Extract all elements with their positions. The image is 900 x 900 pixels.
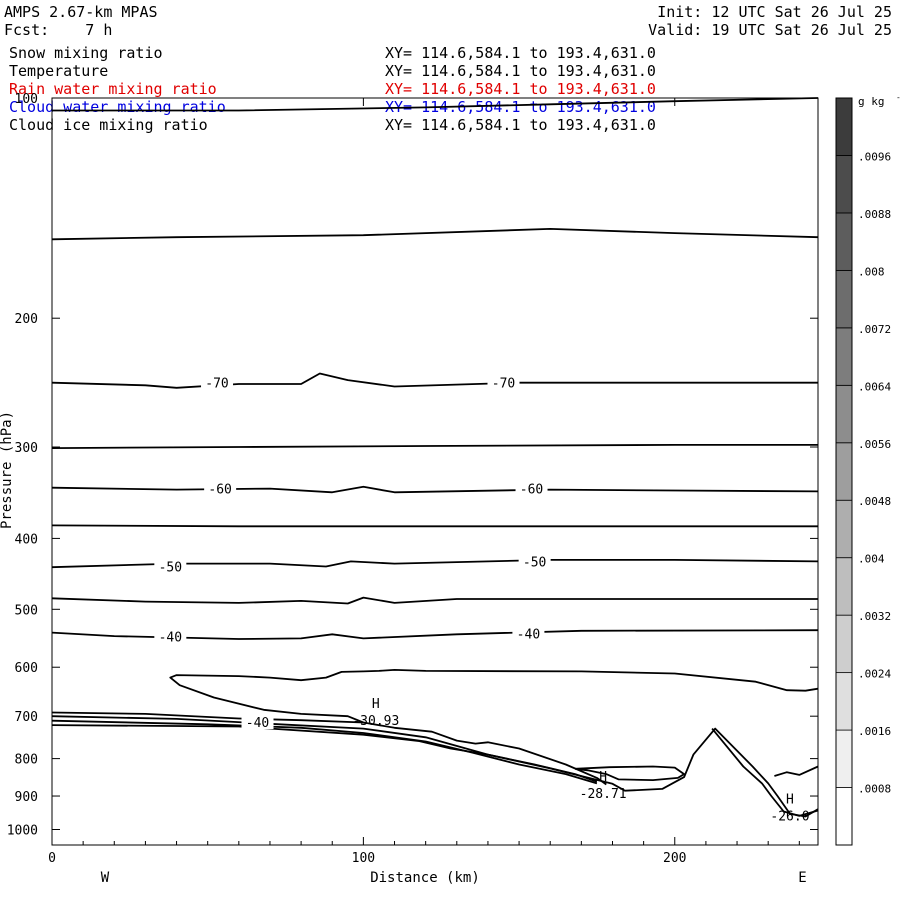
colorbar-segment [835,787,853,846]
x-end-label-east: E [798,870,806,886]
isotherm-line [51,524,818,528]
init-time: Init: 12 UTC Sat 26 Jul 25 [657,3,892,21]
y-tick-label: 100 [15,92,38,107]
extremum-value: -28.71 [580,787,627,802]
isotherm-label-bg [204,481,237,496]
y-tick-label: 1000 [7,824,38,839]
isotherm-label: -40 [159,631,182,646]
colorbar-tick-label: .0072 [858,323,891,336]
plot-frame [51,97,819,846]
y-tick-label: 800 [15,753,38,768]
isotherm-line [51,559,819,569]
colorbar-tick-label: .008 [858,265,885,278]
x-axis-label: Distance (km) [370,870,480,886]
field-name: Temperature [9,62,109,80]
colorbar-segment [835,327,853,386]
colorbar-tick-label: .0008 [858,783,891,796]
y-axis-label: Pressure (hPa) [0,411,15,529]
isotherm-line [51,596,818,605]
isotherm-label-bg [201,375,234,390]
isotherm-line [51,724,819,818]
y-tick-label: 400 [15,532,38,547]
field-name: Cloud ice mixing ratio [9,116,208,134]
isotherm-line [52,97,819,112]
colorbar-segment [835,212,853,271]
isotherm-label-bg [154,629,187,644]
y-tick-label: 700 [15,710,38,725]
x-tick-label: 100 [352,851,375,866]
isotherm-line [51,485,819,494]
isotherm-label-bg [241,715,274,730]
x-tick-label: 200 [663,851,686,866]
forecast-hour: Fcst: 7 h [4,21,113,39]
isotherm-line [169,669,819,724]
colorbar-tick-label: .0032 [858,610,891,623]
valid-time: Valid: 19 UTC Sat 26 Jul 25 [648,21,892,39]
isotherm-label-bg [518,554,551,569]
x-end-label-west: W [101,870,110,886]
isotherm-line [774,765,819,777]
extremum-mark: H [786,793,794,808]
x-tick-label: 0 [48,851,56,866]
field-xy-range: XY= 114.6,584.1 to 193.4,631.0 [385,80,656,98]
field-xy-range: XY= 114.6,584.1 to 193.4,631.0 [385,62,656,80]
colorbar-segment [835,729,853,788]
colorbar-units: g kg [858,95,885,108]
colorbar-tick-label: .0048 [858,495,891,508]
isotherm-label-bg [487,375,520,390]
colorbar-segment [835,384,853,444]
colorbar-segment [835,672,853,731]
isotherm-line [51,719,598,785]
field-name: Snow mixing ratio [9,44,163,62]
colorbar-tick-label: .004 [858,553,885,566]
isotherm-label: -60 [208,483,231,498]
isotherm-label-bg [515,481,548,496]
field-name: Cloud water mixing ratio [9,98,226,116]
isotherm-label: -50 [159,561,182,576]
colorbar-segment [835,269,853,329]
isotherm-label: -70 [492,377,515,392]
y-tick-label: 500 [15,603,38,618]
colorbar-tick-label: .0088 [858,208,891,221]
model-title: AMPS 2.67-km MPAS [4,3,158,21]
colorbar-segment [835,97,853,156]
isotherm-line [574,765,685,781]
field-name: Rain water mixing ratio [9,80,217,98]
colorbar-segment [835,557,853,616]
colorbar-tick-label: .0096 [858,150,891,163]
field-xy-range: XY= 114.6,584.1 to 193.4,631.0 [385,116,656,134]
isotherm-line [51,372,818,389]
colorbar-units-exponent: -1 [896,93,900,102]
isotherm-label: -60 [520,483,543,498]
y-tick-label: 900 [15,790,38,805]
colorbar-tick-label: .0064 [858,380,891,393]
colorbar-segment [835,614,853,674]
y-tick-label: 600 [15,661,38,676]
colorbar-tick-label: .0024 [858,668,891,681]
extremum-mark: H [372,697,380,712]
extremum-value: -30.93 [352,714,399,729]
isotherm-label: -50 [523,555,546,570]
isotherm-label-bg [512,626,545,641]
colorbar-frame [835,97,853,846]
colorbar-segment [835,442,853,501]
isotherm-label: -40 [517,628,540,643]
colorbar-segment [835,499,853,559]
y-tick-label: 300 [15,441,38,456]
colorbar-tick-label: .0056 [858,438,891,451]
extremum-value: -26.0 [770,810,809,825]
isotherm-line [51,444,818,449]
isotherm-label: -70 [205,377,228,392]
isotherm-label-bg [154,559,187,574]
y-tick-label: 200 [15,312,38,327]
isotherm-line [51,228,819,241]
isotherm-label: -40 [246,716,269,731]
field-xy-range: XY= 114.6,584.1 to 193.4,631.0 [385,44,656,62]
colorbar-segment [835,155,853,214]
isotherm-line [711,728,819,817]
colorbar-tick-label: .0016 [858,725,891,738]
extremum-mark: H [599,770,607,785]
